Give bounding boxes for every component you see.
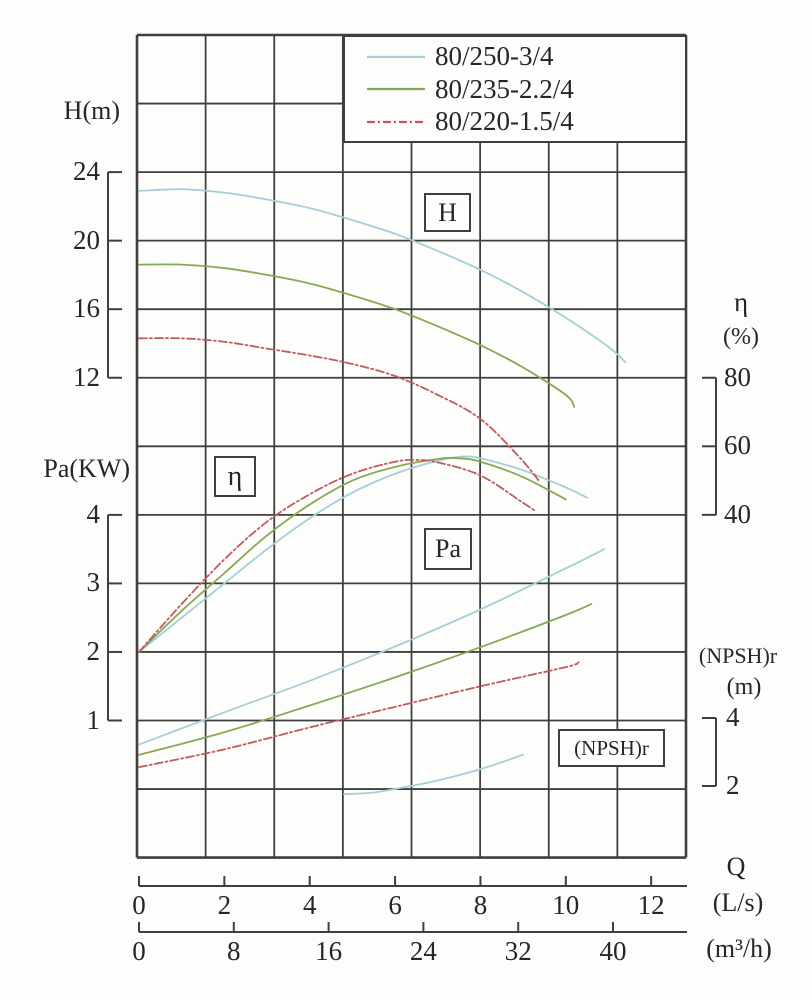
pa-axis-tick-label: 1: [86, 704, 101, 735]
pa-axis-tick-label: 4: [86, 498, 101, 529]
pa-axis-tick-label: 3: [86, 567, 101, 598]
q-ls-tick-label: 2: [217, 890, 232, 920]
npsh-axis-tick-label: 4: [726, 702, 740, 732]
pa-curve-80-250-3-4: [138, 548, 606, 746]
q-m3h-tick-label: 40: [599, 936, 627, 966]
eta-axis-tick-label: 40: [724, 498, 751, 529]
q-ls-tick-label: 4: [302, 890, 317, 920]
npshr-curve-80-250-3-4: [342, 753, 525, 796]
curve-label-efficiency: η: [214, 456, 256, 497]
pa-axis-title: Pa(KW): [43, 454, 130, 483]
eta-curve-80-250-3-4: [138, 455, 589, 653]
eta-axis-tick-label: 80: [724, 361, 751, 392]
npsh-axis-tick-label: 2: [726, 770, 740, 800]
eta-axis-tick-label: 60: [724, 430, 751, 461]
q-ls-tick-label: 12: [637, 890, 665, 920]
curve-label-npshr: (NPSH)r: [558, 729, 665, 767]
h-axis-tick-label: 20: [73, 224, 100, 255]
h-axis-tick-label: 12: [73, 361, 100, 392]
pa-axis-tick-label: 2: [86, 635, 101, 666]
eta-axis-unit: (%): [723, 324, 759, 350]
q-m3h-unit-label: (m³/h): [706, 934, 772, 963]
q-axis-title: Q: [726, 852, 746, 881]
q-ls-tick-label: 6: [388, 890, 402, 920]
legend-swatch-green-line-icon: [367, 87, 425, 91]
curve-label-power: Pa: [424, 528, 472, 570]
h-curve-80-250-3-4: [138, 188, 627, 364]
legend-swatch-red-line-icon: [367, 120, 425, 123]
h-axis-tick-label: 24: [73, 156, 100, 187]
npsh-axis-unit: (m): [726, 674, 762, 700]
q-ls-tick-label: 10: [552, 890, 580, 920]
curve-label-head: H: [424, 193, 471, 232]
q-ls-tick-label: 0: [132, 890, 146, 920]
eta-curve-80-235-2-2-4: [138, 457, 567, 653]
q-m3h-tick-label: 16: [315, 936, 343, 966]
pa-curve-80-220-1-5-4: [138, 661, 580, 769]
h-axis-title: H(m): [63, 96, 120, 125]
legend-label: 80/220-1.5/4: [435, 106, 574, 136]
q-ls-unit-label: (L/s): [712, 888, 764, 917]
q-m3h-tick-label: 32: [504, 936, 532, 966]
npsh-axis-title: (NPSH)r: [698, 643, 778, 668]
eta-curve-80-220-1-5-4: [138, 458, 537, 653]
q-m3h-tick-label: 24: [409, 936, 437, 966]
q-ls-tick-label: 8: [473, 890, 488, 920]
h-axis-tick-label: 16: [73, 293, 100, 324]
pa-curve-80-235-2-2-4: [138, 603, 593, 756]
legend-item: 80/220-1.5/4: [367, 106, 685, 137]
legend-item: 80/235-2.2/4: [367, 74, 685, 104]
h-curve-80-220-1-5-4: [138, 337, 542, 484]
legend-label: 80/250-3/4: [435, 41, 554, 71]
legend: 80/250-3/4 80/235-2.2/4 80/220-1.5/4: [343, 35, 687, 143]
legend-label: 80/235-2.2/4: [435, 73, 574, 104]
q-m3h-tick-label: 0: [132, 936, 146, 966]
q-m3h-tick-label: 8: [227, 936, 241, 966]
legend-item: 80/250-3/4: [367, 41, 685, 72]
legend-swatch-cyan-line-icon: [367, 55, 425, 58]
eta-axis-title: η: [733, 287, 749, 317]
h-curve-80-235-2-2-4: [138, 263, 576, 408]
